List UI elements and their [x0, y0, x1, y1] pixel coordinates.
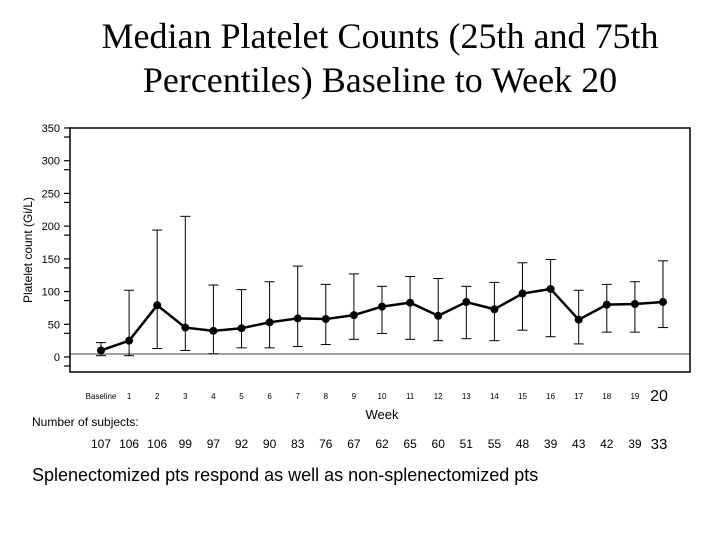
subject-count: 106: [147, 437, 167, 451]
x-axis-label: Week: [366, 407, 399, 422]
x-tick-label: 14: [490, 392, 499, 401]
subject-count: 60: [432, 437, 446, 451]
subject-count: 76: [319, 437, 333, 451]
footer-note: Splenectomized pts respond as well as no…: [32, 465, 539, 485]
y-tick-label: 350: [42, 123, 60, 135]
median-point: [181, 323, 190, 332]
x-tick-label: Baseline: [86, 392, 117, 401]
x-tick-label: 6: [267, 392, 272, 401]
median-point: [321, 315, 330, 324]
median-point: [153, 301, 162, 310]
subject-count: 106: [119, 437, 139, 451]
x-tick-label: 4: [211, 392, 216, 401]
x-tick-label: 10: [378, 392, 387, 401]
subject-count: 39: [628, 437, 642, 451]
x-tick-label: 11: [406, 392, 415, 401]
subject-count: 43: [572, 437, 586, 451]
median-point: [209, 326, 218, 335]
chart-title: Median Platelet Counts (25th and 75th Pe…: [60, 14, 700, 102]
y-axis-label: Platelet count (Gi/L): [21, 197, 35, 303]
subject-count: 99: [179, 437, 193, 451]
subject-count: 90: [263, 437, 277, 451]
y-tick-label: 300: [42, 156, 60, 168]
x-tick-label: 20: [650, 388, 668, 405]
median-point: [237, 324, 246, 333]
median-point: [434, 311, 443, 320]
x-tick-label: 1: [127, 392, 132, 401]
median-point: [462, 298, 471, 307]
median-point: [518, 289, 527, 298]
subject-count: 48: [516, 437, 530, 451]
median-point: [97, 346, 105, 355]
chart-title-line-2: Percentiles) Baseline to Week 20: [142, 60, 618, 100]
median-point: [265, 318, 274, 327]
y-tick-label: 200: [42, 221, 60, 233]
y-tick-label: 150: [42, 254, 60, 266]
x-tick-label: 9: [352, 392, 357, 401]
subject-count: 107: [91, 437, 111, 451]
median-point: [546, 284, 555, 293]
median-point: [293, 314, 302, 323]
median-point: [378, 302, 386, 311]
x-tick-label: 8: [324, 392, 329, 401]
median-point: [406, 298, 415, 307]
subject-count: 39: [544, 437, 558, 451]
chart-title-line-1: Median Platelet Counts (25th and 75th: [101, 16, 659, 56]
x-tick-label: 12: [434, 392, 443, 401]
plot-frame: [69, 127, 691, 373]
median-point: [574, 315, 583, 324]
x-tick-label: 2: [155, 392, 160, 401]
subject-count: 42: [600, 437, 614, 451]
subject-count: 51: [460, 437, 474, 451]
y-tick-label: 0: [54, 352, 60, 364]
x-tick-label: 7: [295, 392, 300, 401]
y-tick-label: 250: [42, 188, 60, 200]
x-tick-label: 3: [183, 392, 188, 401]
subject-count: 55: [488, 437, 502, 451]
x-tick-label: 13: [462, 392, 471, 401]
x-tick-label: 18: [602, 392, 611, 401]
subject-count: 62: [375, 437, 389, 451]
subject-count: 67: [347, 437, 361, 451]
y-tick-label: 100: [42, 287, 60, 299]
x-tick-label: 5: [239, 392, 244, 401]
subject-count: 33: [651, 436, 668, 453]
x-tick-label: 15: [518, 392, 527, 401]
subject-count: 83: [291, 437, 305, 451]
median-point: [490, 305, 499, 314]
x-tick-label: 17: [574, 392, 583, 401]
subjects-label: Number of subjects:: [32, 415, 139, 429]
median-point: [659, 298, 667, 307]
subject-count: 92: [235, 437, 249, 451]
y-tick-label: 50: [48, 319, 60, 331]
median-point: [602, 300, 611, 309]
x-tick-label: 19: [630, 392, 639, 401]
subject-count: 65: [403, 437, 417, 451]
x-tick-label: 16: [546, 392, 555, 401]
subject-count: 97: [207, 437, 221, 451]
median-point: [349, 311, 358, 320]
median-point: [630, 300, 639, 309]
median-point: [125, 336, 134, 345]
